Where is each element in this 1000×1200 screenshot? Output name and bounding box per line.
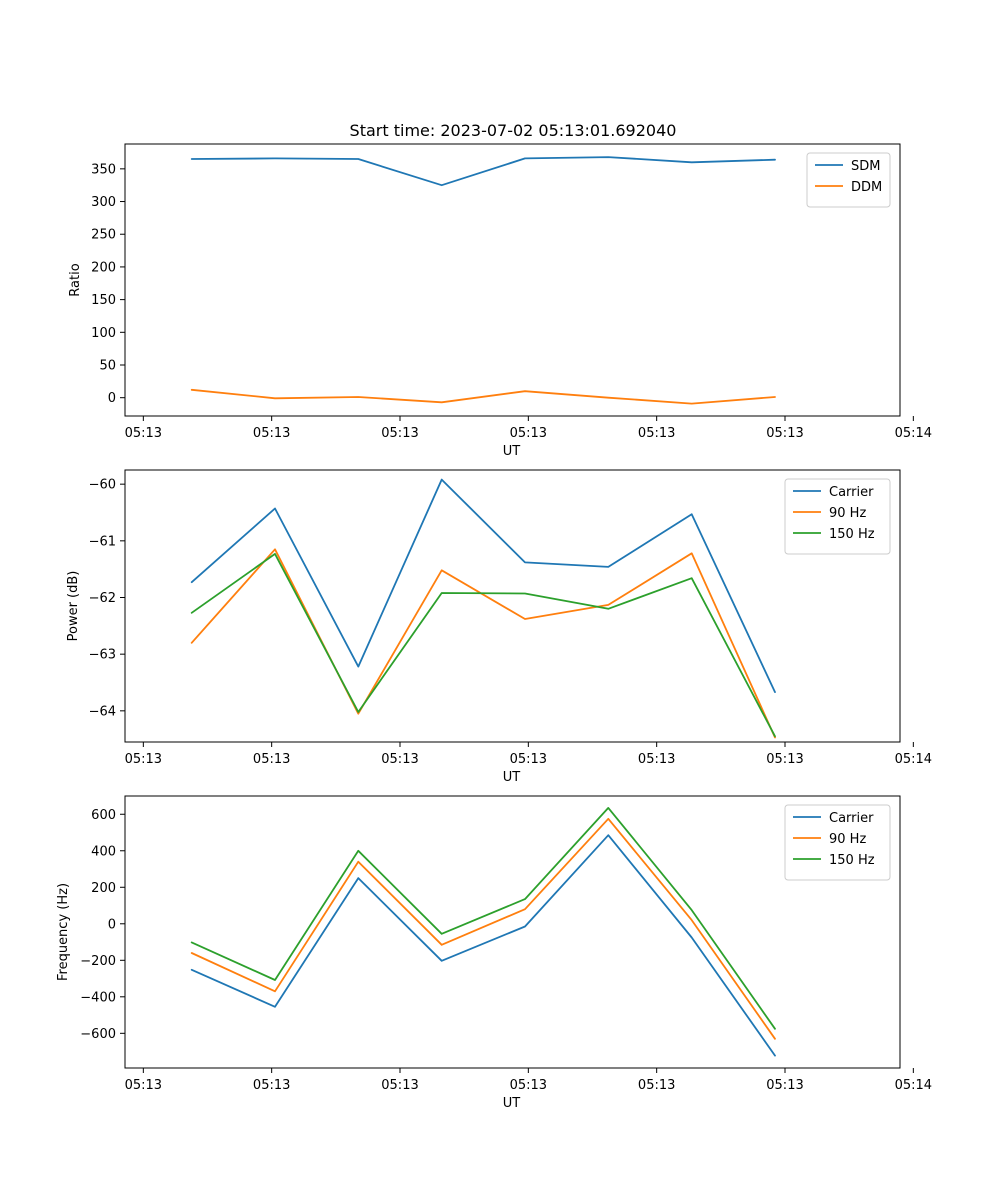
panels: 05:13 05:13 05:13 05:13 05:13 05:13 05:14 0 50 10… xyxy=(56,143,932,1111)
y-axis-label: Power (dB) xyxy=(66,571,81,642)
legend: SDM DDM xyxy=(806,152,891,208)
y-axis-label: Ratio xyxy=(68,263,83,296)
x-tick-label: 05:14 xyxy=(895,752,932,767)
axes-frame xyxy=(124,469,901,743)
series-line-150-hz xyxy=(190,553,776,738)
x-tick-label: 05:13 xyxy=(510,1078,547,1093)
y-tick-label: 150 xyxy=(91,293,116,308)
axes-frame xyxy=(124,795,901,1069)
x-axis-label: UT xyxy=(503,1096,521,1111)
y-tick-label: −62 xyxy=(89,591,116,606)
y-tick-label: 350 xyxy=(91,162,116,177)
legend-box xyxy=(784,804,891,881)
x-tick-label: 05:14 xyxy=(895,426,932,441)
legend: Carrier 90 Hz 150 Hz xyxy=(784,478,891,555)
x-tick-label: 05:13 xyxy=(766,426,803,441)
y-tick-label: −600 xyxy=(80,1027,116,1042)
legend-label: Carrier xyxy=(829,811,874,826)
x-tick-label: 05:13 xyxy=(766,1078,803,1093)
y-tick-label: 400 xyxy=(91,844,116,859)
y-tick-label: −60 xyxy=(89,478,116,493)
x-tick-label: 05:13 xyxy=(510,752,547,767)
y-tick-label: −64 xyxy=(89,704,116,719)
legend-box xyxy=(784,478,891,555)
series-line-ddm xyxy=(190,388,776,405)
x-tick-label: 05:13 xyxy=(638,752,675,767)
legend-label: Carrier xyxy=(829,485,874,500)
panel-3: 05:13 05:13 05:13 05:13 05:13 05:13 05:14 −600 −… xyxy=(56,795,932,1111)
x-tick-label: 05:13 xyxy=(253,426,290,441)
series-line-90-hz xyxy=(190,817,776,1040)
x-tick-label: 05:13 xyxy=(125,752,162,767)
series-line-sdm xyxy=(190,156,776,187)
y-tick-label: 600 xyxy=(91,808,116,823)
legend-label: SDM xyxy=(851,159,880,174)
x-tick-label: 05:13 xyxy=(638,426,675,441)
y-tick-label: 0 xyxy=(108,917,116,932)
y-tick-label: 100 xyxy=(91,326,116,341)
x-tick-label: 05:14 xyxy=(895,1078,932,1093)
y-tick-label: −400 xyxy=(80,990,116,1005)
x-tick-label: 05:13 xyxy=(381,752,418,767)
x-tick-label: 05:13 xyxy=(766,752,803,767)
legend-label: 90 Hz xyxy=(829,506,866,521)
legend: Carrier 90 Hz 150 Hz xyxy=(784,804,891,881)
x-tick-label: 05:13 xyxy=(638,1078,675,1093)
x-tick-label: 05:13 xyxy=(253,752,290,767)
y-tick-label: −61 xyxy=(89,534,116,549)
legend-label: 90 Hz xyxy=(829,832,866,847)
y-tick-label: −63 xyxy=(89,648,116,663)
series-line-90-hz xyxy=(190,548,776,739)
axes-frame xyxy=(124,143,901,417)
panel-1: 05:13 05:13 05:13 05:13 05:13 05:13 05:14 0 50 10… xyxy=(68,143,932,459)
y-tick-label: 300 xyxy=(91,195,116,210)
y-tick-label: 250 xyxy=(91,228,116,243)
x-tick-label: 05:13 xyxy=(125,426,162,441)
panel-2: 05:13 05:13 05:13 05:13 05:13 05:13 05:14 −64 −6… xyxy=(66,469,932,785)
y-tick-label: −200 xyxy=(80,954,116,969)
figure-title: Start time: 2023-07-02 05:13:01.692040 xyxy=(350,121,677,140)
y-tick-label: 0 xyxy=(108,391,116,406)
legend-label: DDM xyxy=(851,180,882,195)
y-tick-label: 200 xyxy=(91,260,116,275)
legend-label: 150 Hz xyxy=(829,527,875,542)
x-tick-label: 05:13 xyxy=(125,1078,162,1093)
x-axis-label: UT xyxy=(503,444,521,459)
x-tick-label: 05:13 xyxy=(381,426,418,441)
series-line-carrier xyxy=(190,834,776,1057)
y-tick-label: 200 xyxy=(91,881,116,896)
series-line-carrier xyxy=(190,478,776,693)
legend-label: 150 Hz xyxy=(829,853,875,868)
x-tick-label: 05:13 xyxy=(381,1078,418,1093)
y-tick-label: 50 xyxy=(99,359,116,374)
x-tick-label: 05:13 xyxy=(253,1078,290,1093)
y-axis-label: Frequency (Hz) xyxy=(56,883,71,981)
legend-box xyxy=(806,152,891,208)
series-line-150-hz xyxy=(190,807,776,1030)
x-axis-label: UT xyxy=(503,770,521,785)
x-tick-label: 05:13 xyxy=(510,426,547,441)
